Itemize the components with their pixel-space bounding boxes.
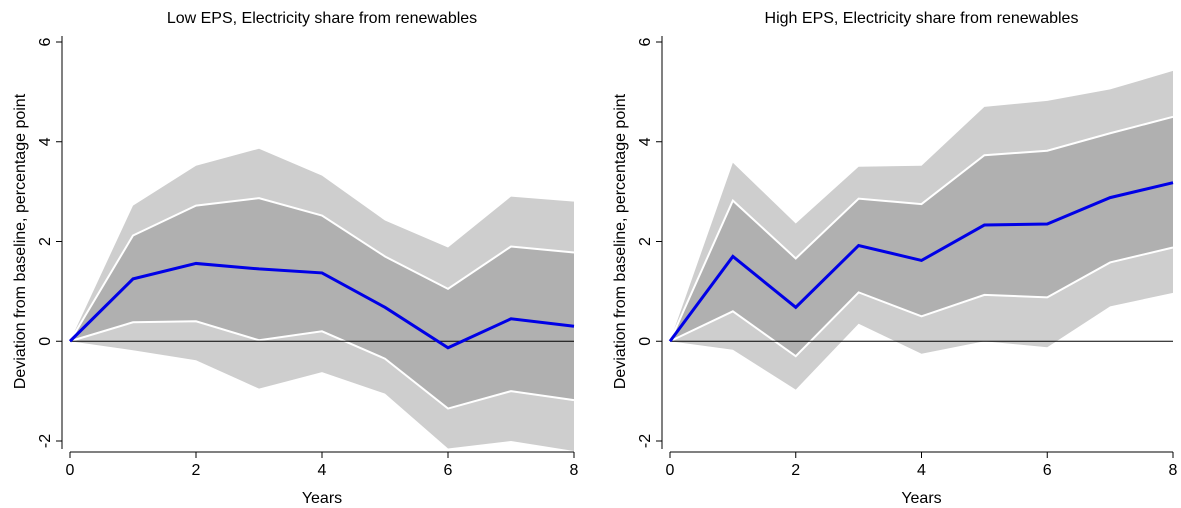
y-tick-label: 0 [637,337,654,346]
chart-title: Low EPS, Electricity share from renewabl… [167,10,477,27]
series-line [668,181,1174,343]
x-tick-label: 6 [1043,462,1052,479]
x-tick-label: 4 [917,462,926,479]
x-tick-label: 6 [444,462,453,479]
band-edge [69,197,575,342]
band-edge [669,115,1174,342]
x-tick-label: 2 [192,462,201,479]
y-tick-label: 6 [37,37,54,46]
y-tick-label: -2 [637,434,654,448]
x-tick-label: 0 [666,462,675,479]
y-tick-label: 0 [37,337,54,346]
x-tick-label: 8 [570,462,579,479]
y-tick-label: 6 [637,37,654,46]
y-tick-label: 4 [637,137,654,146]
band-edge [669,246,1174,358]
y-tick-label: -2 [37,434,54,448]
y-axis-label: Deviation from baseline, percentage poin… [612,93,629,389]
y-tick-label: 2 [37,237,54,246]
band-edge [69,320,575,410]
x-tick-label: 4 [318,462,327,479]
chart-title: High EPS, Electricity share from renewab… [765,10,1079,27]
x-tick-label: 2 [791,462,800,479]
confidence-band [70,198,574,409]
y-tick-label: 4 [37,137,54,146]
x-tick-label: 0 [66,462,75,479]
series-line [68,261,575,350]
x-axis-label: Years [901,490,941,507]
x-axis-label: Years [302,490,342,507]
y-tick-label: 2 [637,237,654,246]
y-axis-label: Deviation from baseline, percentage poin… [12,93,29,389]
x-tick-label: 8 [1169,462,1178,479]
